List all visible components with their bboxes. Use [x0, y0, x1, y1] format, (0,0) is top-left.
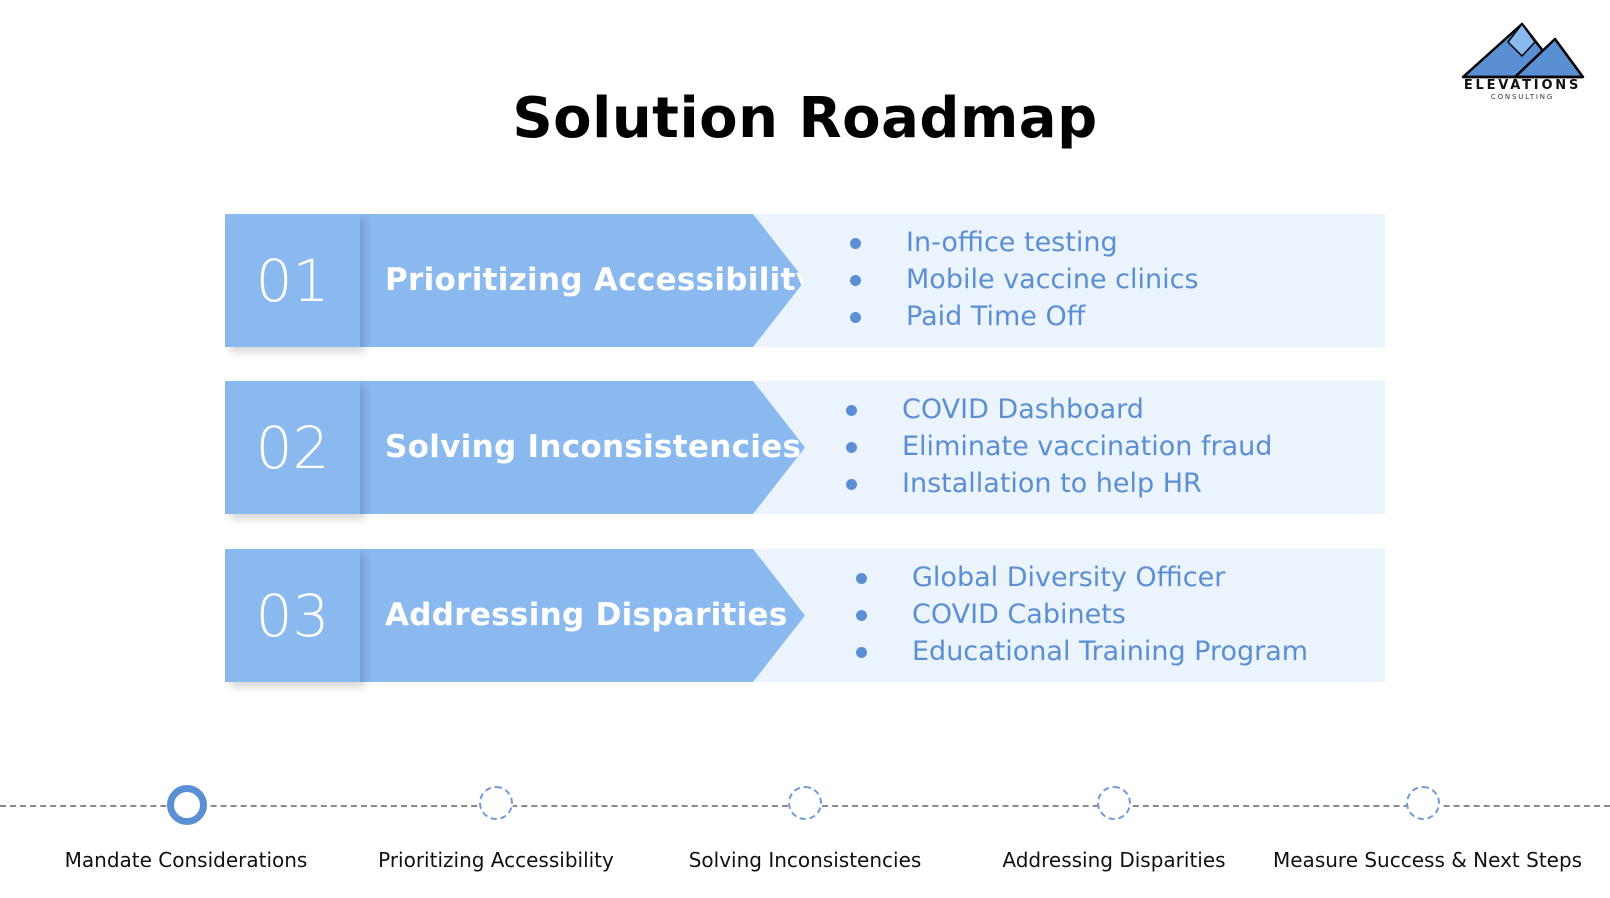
- timeline-label-measure-success[interactable]: Measure Success & Next Steps: [1273, 848, 1583, 872]
- roadmap-bullet-list: In-office testing Mobile vaccine clinics…: [850, 224, 1199, 335]
- bullet-item: Educational Training Program: [856, 633, 1308, 670]
- timeline-step-4-icon[interactable]: [1097, 786, 1131, 820]
- roadmap-number: 02: [225, 381, 360, 514]
- timeline-label-addressing-disparities[interactable]: Addressing Disparities: [1002, 848, 1226, 872]
- mountain-logo-icon: [1461, 22, 1584, 79]
- timeline-step-2-icon[interactable]: [479, 786, 513, 820]
- bullet-dot-icon: [856, 610, 867, 621]
- roadmap-heading: Prioritizing Accessibility: [385, 262, 817, 298]
- bullet-dot-icon: [846, 479, 857, 490]
- bullet-dot-icon: [856, 647, 867, 658]
- logo-sub-text: CONSULTING: [1490, 93, 1555, 101]
- roadmap-arrow: Addressing Disparities: [360, 549, 805, 682]
- bullet-item: COVID Dashboard: [846, 391, 1272, 428]
- roadmap-row-3: 03 Addressing Disparities Global Diversi…: [225, 549, 1385, 682]
- bullet-item: COVID Cabinets: [856, 596, 1308, 633]
- elevations-logo: ELEVATIONS CONSULTING: [1455, 20, 1590, 110]
- bullet-dot-icon: [856, 573, 867, 584]
- bullet-dot-icon: [850, 312, 861, 323]
- roadmap-heading: Solving Inconsistencies: [385, 429, 802, 465]
- bullet-item: In-office testing: [850, 224, 1199, 261]
- roadmap-bullet-list: COVID Dashboard Eliminate vaccination fr…: [846, 391, 1272, 502]
- roadmap-row-2: 02 Solving Inconsistencies COVID Dashboa…: [225, 381, 1385, 514]
- logo-brand-text: ELEVATIONS: [1463, 78, 1582, 93]
- timeline-label-solving-inconsistencies[interactable]: Solving Inconsistencies: [688, 848, 922, 872]
- roadmap-bullet-list: Global Diversity Officer COVID Cabinets …: [856, 559, 1308, 670]
- bullet-item: Global Diversity Officer: [856, 559, 1308, 596]
- roadmap-number: 01: [225, 214, 360, 347]
- roadmap-arrow: Prioritizing Accessibility: [360, 214, 805, 347]
- timeline-step-3-icon[interactable]: [788, 786, 822, 820]
- bullet-dot-icon: [850, 238, 861, 249]
- bullet-dot-icon: [846, 442, 857, 453]
- roadmap-arrow: Solving Inconsistencies: [360, 381, 805, 514]
- timeline-step-1-active-icon[interactable]: [167, 785, 207, 825]
- timeline-label-prioritizing-accessibility[interactable]: Prioritizing Accessibility: [378, 848, 614, 872]
- bullet-item: Eliminate vaccination fraud: [846, 428, 1272, 465]
- bullet-dot-icon: [850, 275, 861, 286]
- timeline-label-mandate-considerations[interactable]: Mandate Considerations: [64, 848, 308, 872]
- bullet-item: Installation to help HR: [846, 465, 1272, 502]
- bullet-dot-icon: [846, 405, 857, 416]
- page-title: Solution Roadmap: [512, 86, 1098, 151]
- roadmap-number: 03: [225, 549, 360, 682]
- roadmap-heading: Addressing Disparities: [385, 597, 788, 633]
- timeline-step-5-icon[interactable]: [1406, 786, 1440, 820]
- bullet-item: Mobile vaccine clinics: [850, 261, 1199, 298]
- bullet-item: Paid Time Off: [850, 298, 1199, 335]
- roadmap-row-1: 01 Prioritizing Accessibility In-office …: [225, 214, 1385, 347]
